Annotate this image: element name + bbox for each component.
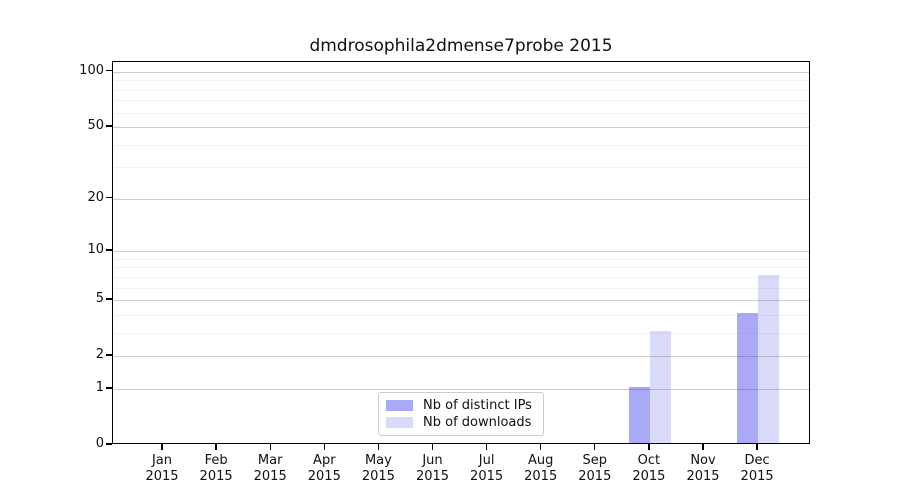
chart-title: dmdrosophila2dmense7probe 2015 [309, 36, 613, 56]
x-tick-label: Sep 2015 [559, 453, 631, 485]
gridline-minor [113, 314, 809, 316]
y-tick-label: 5 [95, 291, 104, 307]
y-tick-label: 1 [95, 379, 104, 395]
x-tick-label: Apr 2015 [288, 453, 360, 485]
legend-swatch-distinct-ips [386, 400, 413, 411]
y-tick [106, 354, 112, 356]
x-tick-month: Oct [637, 453, 661, 468]
x-tick [648, 444, 650, 450]
y-tick-label: 10 [87, 242, 104, 258]
gridline-major [113, 71, 809, 73]
x-tick-month: Aug [527, 453, 554, 468]
x-tick [594, 444, 596, 450]
legend: Nb of distinct IPs Nb of downloads [378, 392, 544, 436]
gridline-major [113, 356, 809, 358]
gridline-major [113, 300, 809, 302]
x-tick-year: 2015 [415, 469, 450, 484]
legend-row: Nb of distinct IPs [386, 397, 536, 414]
gridline-minor [113, 276, 809, 278]
x-tick-month: Mar [257, 453, 283, 468]
gridline-major [113, 251, 809, 253]
x-tick-month: Nov [690, 453, 716, 468]
y-tick-label: 0 [95, 436, 104, 451]
y-tick [106, 125, 112, 127]
y-tick [106, 70, 112, 72]
x-tick [540, 444, 542, 450]
y-tick-label: 20 [87, 189, 104, 205]
x-tick-year: 2015 [307, 469, 341, 484]
y-tick [106, 443, 112, 445]
x-tick-month: Jun [422, 453, 443, 468]
x-tick-month: Jan [151, 453, 173, 468]
x-tick-year: 2015 [524, 469, 558, 484]
bar-nb-of-downloads-oct [649, 330, 671, 443]
y-tick-label: 100 [79, 62, 104, 78]
x-tick [431, 444, 434, 450]
legend-swatch-downloads [386, 417, 413, 428]
bar-nb-of-distinct-ips-dec [737, 312, 759, 443]
x-tick [161, 444, 163, 450]
x-tick-label: Jun 2015 [397, 453, 469, 485]
y-tick-label: 50 [87, 118, 104, 134]
gridline-minor [113, 267, 809, 269]
y-tick-label: 2 [95, 347, 104, 363]
x-tick-label: Mar 2015 [234, 453, 306, 485]
x-tick-month: Apr [313, 453, 336, 468]
x-tick-label: Dec 2015 [721, 453, 793, 485]
gridline-major [113, 388, 809, 390]
legend-label-downloads: Nb of downloads [423, 415, 532, 430]
x-tick-month: Jul [478, 453, 495, 468]
x-tick [756, 444, 758, 450]
x-tick-year: 2015 [632, 469, 666, 484]
x-tick-label: Aug 2015 [505, 453, 577, 485]
x-tick-year: 2015 [253, 469, 287, 484]
x-tick-label: Nov 2015 [667, 453, 739, 485]
x-tick-year: 2015 [578, 469, 612, 484]
legend-row: Nb of downloads [386, 414, 536, 431]
x-tick-month: Sep [582, 453, 608, 468]
gridline-minor [113, 89, 809, 91]
x-tick-year: 2015 [470, 469, 504, 484]
x-tick-label: May 2015 [342, 453, 414, 485]
x-tick-label: Oct 2015 [613, 453, 685, 485]
x-tick-label: Feb 2015 [180, 453, 252, 485]
x-tick [323, 444, 325, 450]
y-tick [106, 387, 112, 389]
gridline-minor [113, 332, 809, 334]
y-tick [106, 249, 112, 251]
x-tick-label: Jan 2015 [126, 453, 198, 485]
x-tick [702, 444, 704, 450]
y-tick [106, 197, 112, 199]
gridline-minor [113, 100, 809, 102]
bar-nb-of-downloads-dec [758, 274, 780, 443]
x-tick [485, 444, 488, 450]
x-tick [215, 444, 217, 450]
x-tick-year: 2015 [686, 469, 720, 484]
x-tick [269, 444, 271, 450]
x-tick-year: 2015 [361, 469, 395, 484]
bar-nb-of-distinct-ips-oct [628, 386, 650, 443]
gridline-major [113, 127, 809, 129]
x-tick-label: Jul 2015 [451, 453, 523, 485]
gridline-minor [113, 112, 809, 114]
gridline-minor [113, 167, 809, 169]
plot-area [112, 61, 810, 444]
y-tick [106, 298, 112, 300]
x-tick-year: 2015 [145, 469, 179, 484]
x-tick-year: 2015 [199, 469, 233, 484]
gridline-minor [113, 144, 809, 146]
gridline-minor [113, 258, 809, 260]
gridline-major [113, 198, 809, 200]
gridline-minor [113, 287, 809, 289]
x-tick-month: May [364, 453, 392, 468]
gridline-minor [113, 80, 809, 82]
legend-label-distinct-ips: Nb of distinct IPs [423, 398, 532, 413]
x-tick-month: Dec [744, 453, 770, 468]
x-tick-month: Feb [204, 453, 228, 468]
x-tick [377, 444, 380, 450]
x-tick-year: 2015 [740, 469, 774, 484]
